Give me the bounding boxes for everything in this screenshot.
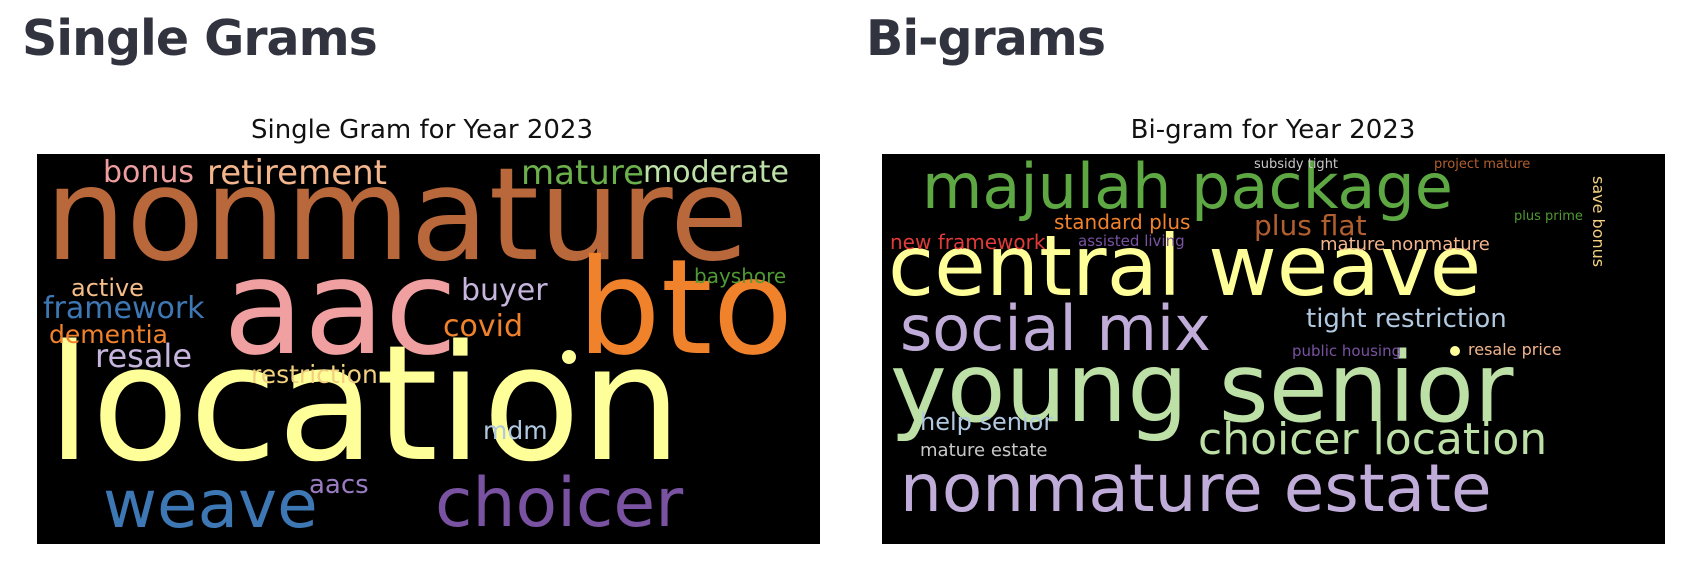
wordcloud-dot [562,350,576,364]
word-standard-plus: standard plus [1054,210,1191,234]
wordcloud-dot [1450,346,1460,356]
word-weave: weave [103,466,318,543]
single-grams-heading: Single Grams [22,10,378,67]
single-gram-wordcloud: nonmature aac bto location weave choicer… [37,154,820,544]
word-nonmature-estate: nonmature estate [900,450,1492,527]
word-mature-estate: mature estate [920,440,1048,461]
word-retirement: retirement [207,154,387,193]
word-central-weave: central weave [888,217,1482,315]
word-social-mix: social mix [900,292,1211,365]
bi-gram-wordcloud: majulah package central weave social mix… [882,154,1665,544]
word-moderate: moderate [643,155,790,190]
word-resale-price: resale price [1468,340,1562,359]
word-mature-nonmature: mature nonmature [1320,234,1490,255]
word-save-bonus: save bonus [1589,176,1608,268]
word-choicer: choicer [435,464,684,543]
word-nonmature: nonmature [45,154,749,290]
bi-grams-heading: Bi-grams [866,10,1106,67]
word-active: active [71,274,144,302]
word-location: location [47,310,682,497]
word-help-senior: help senior [920,408,1054,436]
word-assisted-living: assisted living [1078,232,1185,250]
word-restriction: restriction [251,360,378,389]
word-bayshore: bayshore [694,264,787,288]
word-aac: aac [223,231,458,385]
word-mdm: mdm [483,416,548,445]
word-bto: bto [577,231,794,385]
word-framework: framework [43,291,205,326]
word-public-housing: public housing [1292,342,1402,360]
word-buyer: buyer [461,273,548,308]
word-plus-prime: plus prime [1514,209,1583,224]
word-aacs: aacs [309,470,369,500]
word-covid: covid [443,309,523,344]
word-mature: mature [521,154,644,193]
single-gram-figure-title: Single Gram for Year 2023 [250,115,594,145]
word-majulah-package: majulah package [922,154,1453,223]
word-new-framework: new framework [890,230,1046,254]
word-plus-flat: plus flat [1254,209,1367,242]
word-choicer-location: choicer location [1198,414,1548,465]
word-subsidy-tight: subsidy tight [1254,157,1339,172]
word-young-senior: young senior [890,332,1514,444]
word-tight-restriction: tight restriction [1306,304,1507,334]
bi-gram-figure-title: Bi-gram for Year 2023 [1130,115,1416,145]
word-project-mature: project mature [1434,157,1531,172]
word-bonus: bonus [103,155,195,190]
word-resale: resale [95,337,192,375]
word-dementia: dementia [49,320,168,349]
